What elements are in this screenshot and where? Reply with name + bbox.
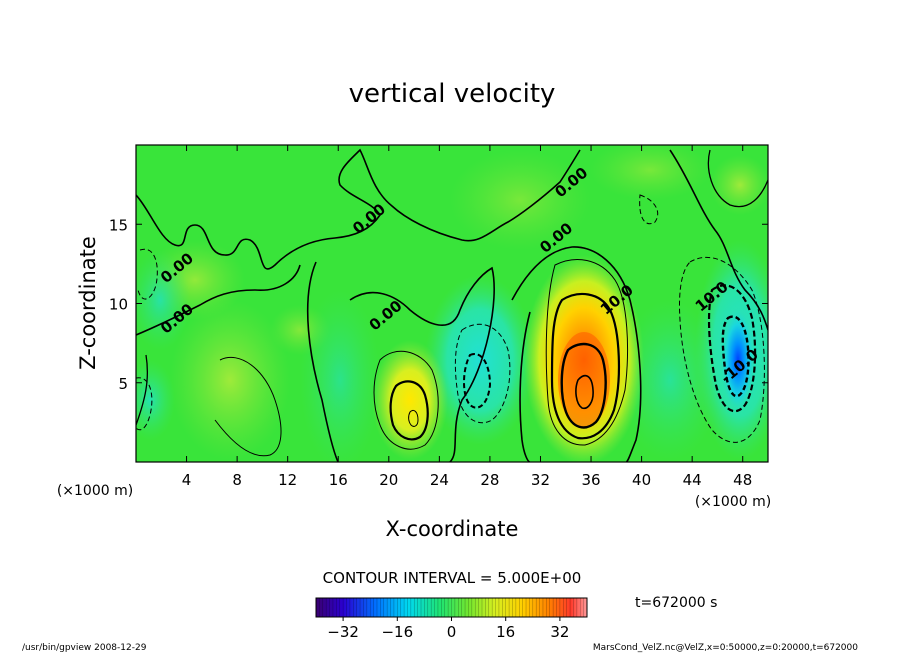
y-tick-label: 15: [109, 216, 128, 234]
x-tick-label: 28: [480, 471, 499, 489]
chart-title: vertical velocity: [349, 79, 556, 109]
velocity-field: [136, 145, 768, 462]
x-tick-label: 24: [430, 471, 449, 489]
x-tick-label: 44: [683, 471, 702, 489]
colorbar-tick-label: 0: [447, 623, 457, 641]
colorbar-tick-label: −16: [381, 623, 413, 641]
x-axis-unit: (×1000 m): [695, 494, 771, 510]
x-tick-label: 32: [531, 471, 550, 489]
colorbar-ticks: −32 −16 0 16 32: [327, 617, 569, 641]
x-tick-label: 12: [278, 471, 297, 489]
y-axis-title: Z-coordinate: [76, 236, 100, 370]
x-tick-label: 20: [379, 471, 398, 489]
x-tick-label: 16: [329, 471, 348, 489]
time-label: t=672000 s: [635, 595, 717, 611]
x-tick-label: 4: [182, 471, 192, 489]
footer-right: MarsCond_VelZ.nc@VelZ,x=0:50000,z=0:2000…: [593, 643, 858, 653]
contour-lines: [136, 148, 768, 462]
x-tick-label: 8: [232, 471, 242, 489]
y-axis-unit: (×1000 m): [57, 483, 133, 499]
colorbar-tick-label: 16: [496, 623, 515, 641]
x-tick-label: 36: [581, 471, 600, 489]
colorbar-tick-label: 32: [550, 623, 569, 641]
x-tick-label: 40: [632, 471, 651, 489]
colorbar-tick-label: −32: [327, 623, 359, 641]
colorbar-stripes: [319, 598, 584, 617]
y-tick-label: 5: [118, 375, 128, 393]
contour-interval-label: CONTOUR INTERVAL = 5.000E+00: [323, 569, 582, 587]
footer-left: /usr/bin/gpview 2008-12-29: [22, 643, 147, 653]
y-tick-label: 10: [109, 296, 128, 314]
x-tick-label: 48: [733, 471, 752, 489]
x-axis-title: X-coordinate: [386, 517, 519, 541]
